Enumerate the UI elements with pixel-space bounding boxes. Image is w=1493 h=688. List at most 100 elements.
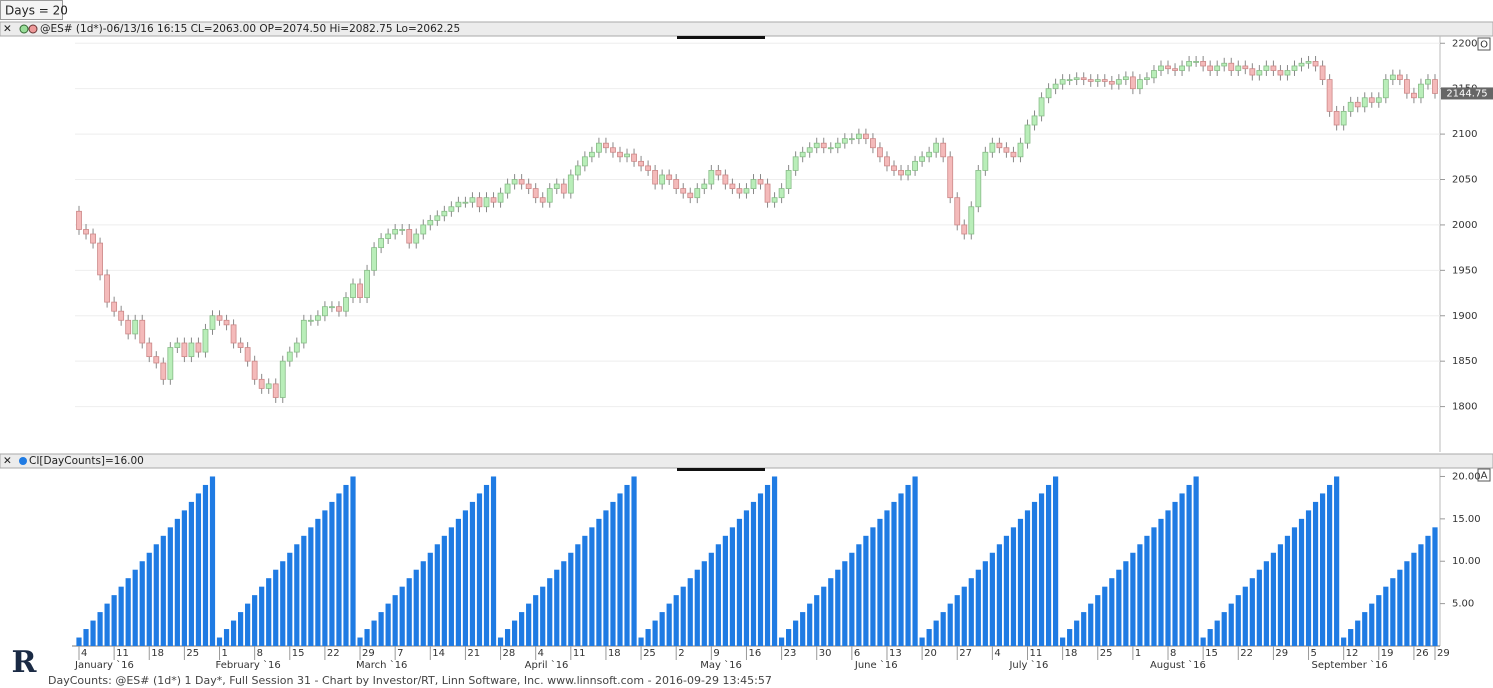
bar [1355, 620, 1361, 646]
candle-body [1411, 92, 1417, 99]
candle-body [659, 174, 666, 185]
bar [1404, 561, 1410, 646]
bar [533, 595, 539, 646]
bar [849, 552, 855, 646]
candle-body [581, 156, 588, 167]
bar [673, 595, 679, 646]
bar [771, 476, 778, 646]
bar [842, 561, 848, 646]
candle-body [1052, 83, 1059, 90]
bar [252, 595, 258, 646]
bar [638, 637, 644, 646]
candle-body [139, 319, 146, 344]
x-tick-label: 20 [924, 648, 937, 659]
bar [1263, 561, 1269, 646]
bar [280, 561, 286, 646]
bar [954, 595, 960, 646]
bar [1312, 501, 1319, 646]
bar [1137, 544, 1143, 646]
candle-body [476, 197, 483, 208]
candle-body [848, 138, 855, 141]
bar [315, 518, 321, 646]
candle-body [603, 142, 609, 149]
bar [926, 629, 932, 646]
bar [982, 561, 988, 646]
candle-body [827, 147, 834, 150]
bar [1383, 586, 1389, 646]
x-tick-label: 23 [784, 648, 797, 659]
footer: DayCounts: @ES# (1d*) 1 Day*, Full Sessi… [48, 674, 772, 687]
bar [764, 484, 771, 646]
bar [1010, 527, 1017, 646]
bar [1390, 578, 1396, 646]
candle-body [1101, 79, 1108, 82]
bar [1249, 578, 1255, 646]
days-button[interactable] [0, 0, 63, 20]
a-button[interactable] [1477, 468, 1491, 482]
candle-body [877, 147, 883, 158]
bar [898, 493, 904, 646]
bar [357, 637, 363, 646]
bar [1432, 527, 1438, 646]
candle-body [743, 188, 750, 194]
bar [1362, 612, 1368, 646]
bar [329, 501, 335, 646]
close-icon[interactable]: ✕ [3, 455, 12, 467]
x-tick-label: 27 [959, 648, 972, 659]
candle-body [1151, 70, 1157, 79]
a-button-label[interactable]: A [1481, 471, 1488, 482]
bar [807, 603, 813, 646]
candle-body [265, 383, 272, 389]
candle-body [1073, 77, 1080, 80]
bar [378, 612, 384, 646]
bar [1277, 544, 1284, 646]
bar [188, 501, 195, 646]
candle-body [940, 142, 947, 158]
candle-body [806, 147, 813, 153]
up-icon [19, 24, 29, 34]
y-tick-label: 1950 [1452, 265, 1477, 276]
bar [1327, 484, 1333, 646]
candle-body [1298, 62, 1305, 67]
x-tick-label: 5 [1311, 648, 1317, 659]
bar [1102, 586, 1108, 646]
bar [729, 527, 736, 646]
candle-body [701, 183, 708, 189]
indicator-icon [19, 457, 27, 465]
bar [237, 612, 244, 646]
candle-body [799, 151, 806, 158]
bar [399, 586, 405, 646]
days-button-label[interactable]: Days = 20 [5, 4, 68, 18]
bar [1425, 535, 1431, 646]
candle-body [1340, 110, 1347, 126]
candle-body [406, 229, 413, 244]
candle-body [1284, 70, 1291, 76]
bar [610, 501, 616, 646]
x-tick-label: 22 [327, 648, 340, 659]
candle-body [1326, 79, 1333, 112]
y-tick-label: 1850 [1452, 356, 1477, 367]
y-tick-label: 1900 [1452, 311, 1477, 322]
bar [1095, 595, 1101, 646]
o-button[interactable] [1477, 37, 1491, 51]
candle-body [1375, 97, 1382, 103]
bar [1031, 501, 1038, 646]
y-tick-label: 15.00 [1452, 514, 1481, 525]
candle-body [1312, 61, 1319, 67]
x-tick-label: 18 [151, 648, 164, 659]
close-icon[interactable]: ✕ [3, 23, 12, 35]
x-tick-label: 8 [257, 648, 263, 659]
candle-body [652, 170, 659, 185]
candle-body [1403, 79, 1410, 94]
bar [1123, 561, 1129, 646]
candle-body [1333, 110, 1340, 126]
o-button-label[interactable]: O [1480, 40, 1488, 51]
bar [1144, 535, 1150, 646]
candle-body [146, 342, 153, 358]
x-tick-label: 7 [397, 648, 403, 659]
bar [652, 620, 658, 646]
bar [181, 510, 187, 646]
x-tick-label: 11 [116, 648, 129, 659]
x-tick-label: 13 [889, 648, 902, 659]
bar [195, 493, 202, 646]
